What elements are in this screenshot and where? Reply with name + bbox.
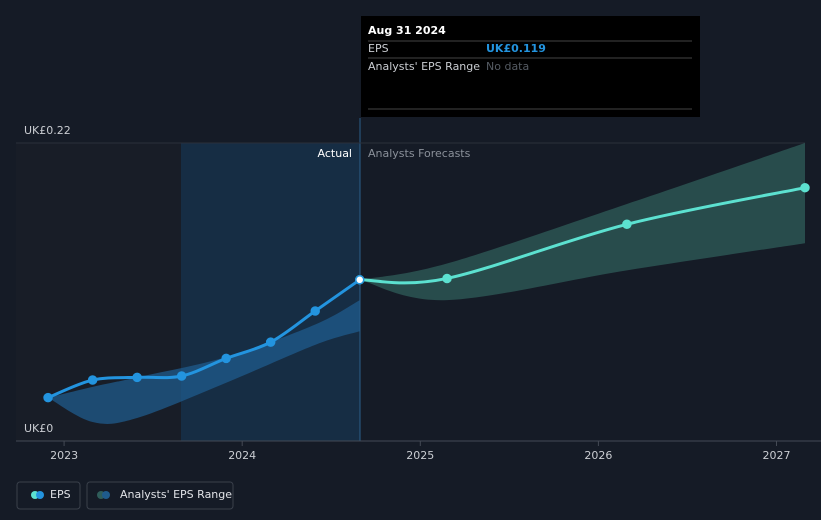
eps-point (221, 353, 231, 364)
eps-point (442, 273, 452, 284)
actual-label: Actual (318, 147, 352, 160)
tooltip-key: Analysts' EPS Range (368, 60, 480, 73)
x-tick-label: 2026 (584, 449, 612, 462)
eps-point (43, 392, 53, 403)
legend-box (86, 481, 234, 510)
legend-item[interactable]: EPS (16, 481, 81, 510)
tooltip-key: EPS (368, 42, 389, 55)
x-tick-label: 2025 (406, 449, 434, 462)
y-tick-label: UK£0 (24, 422, 53, 435)
eps-point (354, 275, 365, 285)
eps-point (800, 182, 810, 193)
tooltip-box (361, 16, 700, 117)
x-tick-label: 2027 (763, 449, 791, 462)
legend-swatch (36, 491, 44, 499)
eps-point (310, 306, 320, 316)
x-tick-label: 2023 (50, 449, 78, 462)
legend-item[interactable]: Analysts' EPS Range (86, 481, 234, 510)
tooltip-value: UK£0.119 (486, 42, 546, 55)
eps-point (87, 375, 98, 385)
eps-point (176, 371, 187, 381)
eps-point (132, 372, 142, 383)
eps-point (622, 219, 632, 230)
tooltip: Aug 31 2024 EPS UK£0.119 Analysts' EPS R… (361, 16, 700, 117)
forecast-label: Analysts Forecasts (368, 147, 471, 160)
legend-label: EPS (50, 488, 71, 501)
x-tick-label: 2024 (228, 449, 256, 462)
eps-point (265, 337, 276, 347)
range-band (48, 300, 360, 424)
highlight-region (181, 143, 360, 441)
legend-swatch (102, 491, 110, 499)
legend-box (16, 481, 81, 510)
tooltip-value: No data (486, 60, 529, 73)
eps-line (359, 186, 806, 285)
range-band (359, 143, 805, 301)
tooltip-date: Aug 31 2024 (368, 24, 446, 37)
y-tick-label: UK£0.22 (24, 124, 71, 137)
legend-label: Analysts' EPS Range (120, 488, 232, 501)
